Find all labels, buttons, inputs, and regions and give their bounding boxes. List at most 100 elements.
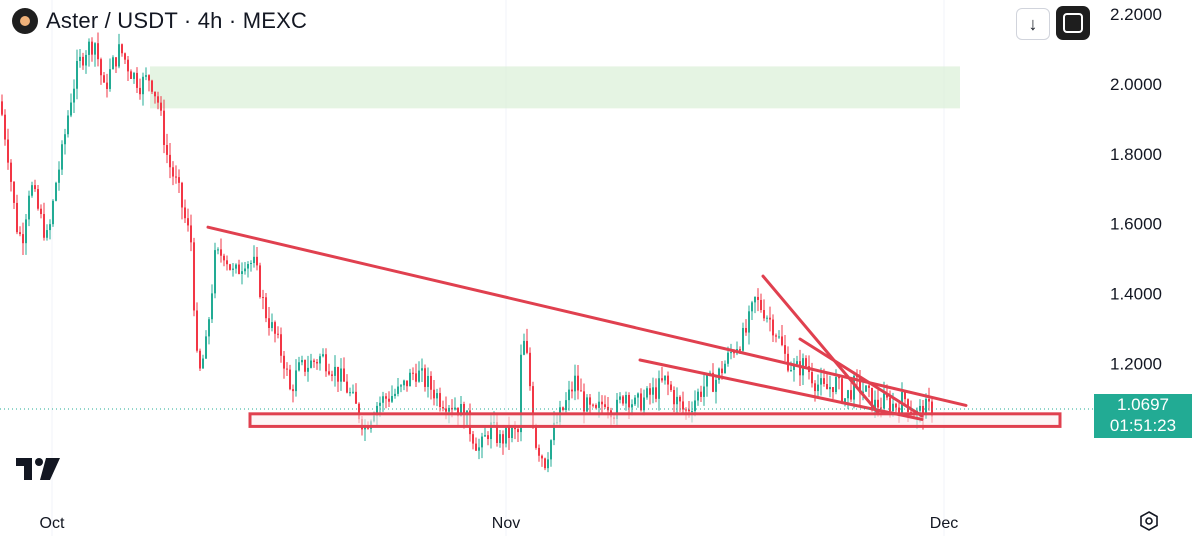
candle-body xyxy=(328,371,330,375)
candle-body xyxy=(532,386,534,426)
candle-body xyxy=(529,352,531,387)
candle-body xyxy=(310,360,312,368)
candle-body xyxy=(379,402,381,406)
x-tick-label: Oct xyxy=(40,515,65,532)
fullscreen-button[interactable] xyxy=(1056,6,1090,40)
candle-body xyxy=(301,360,303,363)
candle-body xyxy=(538,447,540,456)
candle-body xyxy=(304,360,306,372)
candle-body xyxy=(691,411,693,413)
candle-body xyxy=(820,378,822,385)
candle-body xyxy=(205,336,207,359)
candle-body xyxy=(436,393,438,399)
candle-body xyxy=(85,54,87,66)
candle-body xyxy=(133,72,135,79)
candle-body xyxy=(412,372,414,374)
download-button[interactable]: ↓ xyxy=(1016,8,1050,40)
candle-body xyxy=(16,202,18,233)
candle-body xyxy=(823,378,825,384)
candle-body xyxy=(646,388,648,398)
candle-body xyxy=(799,361,801,376)
candle-body xyxy=(286,368,288,370)
candle-body xyxy=(64,134,66,145)
candle-body xyxy=(226,260,228,265)
candle-body xyxy=(481,436,483,448)
candle-body xyxy=(442,407,444,409)
y-tick-label: 1.6000 xyxy=(1110,215,1162,234)
candle-body xyxy=(628,394,630,408)
candle-body xyxy=(547,459,549,469)
candle-body xyxy=(502,434,504,444)
candle-body xyxy=(664,375,666,381)
candle-body xyxy=(445,408,447,412)
candle-body xyxy=(391,396,393,402)
x-tick-label: Dec xyxy=(930,515,958,532)
candle-body xyxy=(520,354,522,433)
candle-body xyxy=(22,234,24,244)
candle-body xyxy=(334,366,336,376)
candle-body xyxy=(100,59,102,76)
candle-body xyxy=(13,181,15,203)
candle-body xyxy=(658,378,660,399)
candle-body xyxy=(127,59,129,72)
candle-body xyxy=(394,393,396,397)
candle-body xyxy=(280,334,282,356)
candle-body xyxy=(832,387,834,392)
candle-body xyxy=(571,389,573,392)
candle-body xyxy=(895,403,897,408)
candle-body xyxy=(142,76,144,95)
candle-body xyxy=(643,397,645,411)
candle-body xyxy=(796,361,798,365)
candle-body xyxy=(877,399,879,408)
candle-body xyxy=(484,435,486,437)
candle-body xyxy=(838,377,840,379)
settings-icon[interactable] xyxy=(1138,510,1160,537)
candle-body xyxy=(859,377,861,394)
candle-body xyxy=(727,352,729,364)
candle-body xyxy=(31,185,33,196)
candle-body xyxy=(139,87,141,95)
candle-body xyxy=(337,366,339,382)
candle-body xyxy=(784,345,786,354)
candle-body xyxy=(211,293,213,320)
trendline-3 xyxy=(761,274,880,414)
candle-body xyxy=(805,358,807,367)
x-tick-label: Nov xyxy=(492,515,520,532)
candle-body xyxy=(277,333,279,335)
candle-body xyxy=(229,264,231,270)
candle-body xyxy=(346,381,348,393)
candle-body xyxy=(742,327,744,351)
candle-body xyxy=(637,393,639,398)
candle-body xyxy=(415,373,417,382)
candle-body xyxy=(343,368,345,382)
candle-body xyxy=(499,434,501,444)
candle-body xyxy=(163,110,165,145)
candle-body xyxy=(268,318,270,329)
candle-body xyxy=(43,214,45,238)
candle-body xyxy=(583,391,585,412)
candle-body xyxy=(214,250,216,294)
candle-body xyxy=(28,195,30,220)
candle-body xyxy=(904,392,906,400)
last-price-value: 1.0697 xyxy=(1117,395,1169,414)
candle-body xyxy=(526,340,528,353)
candle-body xyxy=(178,177,180,183)
candle-body xyxy=(106,82,108,89)
y-tick-label: 1.8000 xyxy=(1110,145,1162,164)
candle-body xyxy=(55,182,57,201)
candle-body xyxy=(625,394,627,404)
candle-body xyxy=(247,263,249,269)
candle-body xyxy=(220,249,222,256)
candle-body xyxy=(889,397,891,412)
candle-body xyxy=(706,374,708,387)
candle-body xyxy=(1,101,3,115)
candle-body xyxy=(49,224,51,231)
candle-body xyxy=(244,268,246,272)
candle-body xyxy=(283,355,285,369)
y-tick-label: 1.4000 xyxy=(1110,285,1162,304)
candle-body xyxy=(634,397,636,405)
candle-body xyxy=(652,387,654,395)
candle-body xyxy=(358,403,360,420)
candle-body xyxy=(112,57,114,70)
